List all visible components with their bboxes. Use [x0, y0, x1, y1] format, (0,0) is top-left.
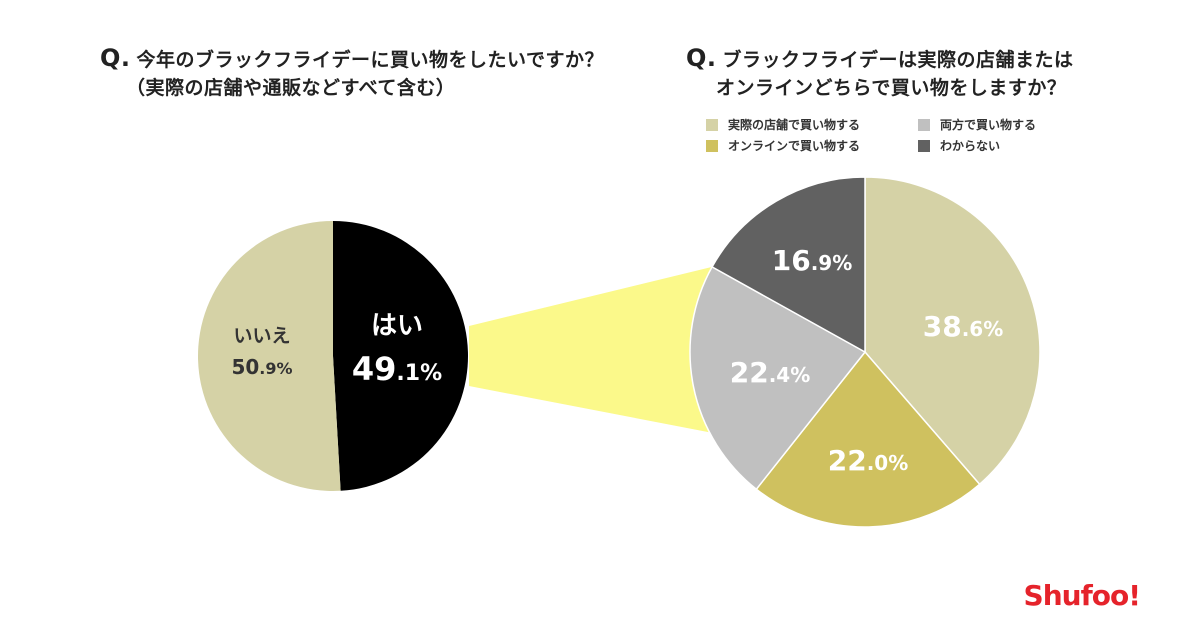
- legend-item-unknown: わからない: [918, 137, 1000, 154]
- label-yes-value: 49.1%: [352, 350, 442, 388]
- legend-label-store: 実際の店舗で買い物する: [728, 118, 861, 132]
- question-right-text1: ブラックフライデーは実際の店舗または: [722, 49, 1074, 71]
- label-store-value: 38.6%: [923, 310, 1004, 343]
- label-yes-name: はい: [371, 311, 423, 341]
- label-both-value: 22.4%: [730, 356, 811, 389]
- question-left-line2: （実際の店舗や通販などすべて含む）: [126, 77, 456, 99]
- pie-slice-both: [689, 265, 867, 491]
- label-no-name: いいえ: [233, 325, 290, 347]
- legend-item-online: オンラインで買い物する: [706, 137, 860, 154]
- pie-slice-store: [864, 176, 1041, 486]
- legend-swatch-store: [706, 118, 718, 131]
- question-right-line2: オンラインどちらで買い物をしますか？: [716, 77, 1067, 99]
- pie-slice-no: [197, 221, 341, 491]
- shufoo-logo: Shufoo!: [1023, 579, 1141, 612]
- legend-item-store: 実際の店舗で買い物する: [706, 116, 860, 133]
- question-left: Q. 今年のブラックフライデーに買い物をしたいですか？ （実際の店舗や通販などすべ…: [100, 44, 604, 102]
- legend-swatch-online: [706, 139, 718, 152]
- pie-slice-online: [755, 350, 981, 528]
- question-left-mark: Q.: [100, 44, 131, 72]
- label-unknown-value: 16.9%: [772, 244, 853, 277]
- question-left-text1: 今年のブラックフライデーに買い物をしたいですか？: [136, 49, 604, 71]
- pie-slice-unknown: [711, 176, 866, 354]
- legend-swatch-unknown: [918, 139, 930, 152]
- legend-label-both: 両方で買い物する: [940, 118, 1037, 132]
- question-right-mark: Q.: [686, 44, 717, 72]
- question-right-line1: Q. ブラックフライデーは実際の店舗または: [686, 44, 1074, 74]
- legend-item-both: 両方で買い物する: [918, 116, 1036, 133]
- pie-slice-yes: [333, 221, 468, 491]
- question-left-line1: Q. 今年のブラックフライデーに買い物をしたいですか？: [100, 44, 604, 74]
- legend-label-online: オンラインで買い物する: [728, 139, 861, 153]
- legend-swatch-both: [918, 118, 930, 131]
- question-right: Q. ブラックフライデーは実際の店舗または オンラインどちらで買い物をしますか？: [686, 44, 1074, 102]
- legend-label-unknown: わからない: [940, 139, 1001, 153]
- label-online-value: 22.0%: [828, 444, 909, 477]
- label-no-value: 50.9%: [231, 355, 292, 379]
